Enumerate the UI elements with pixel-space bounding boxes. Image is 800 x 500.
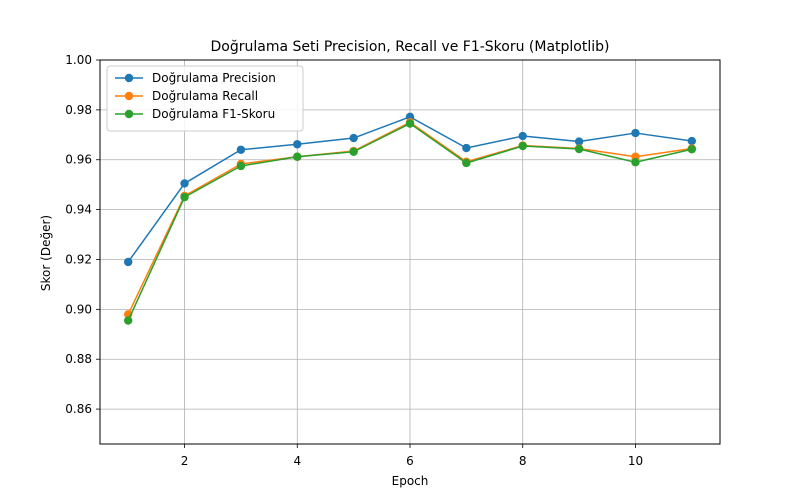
data-point [180,179,189,188]
data-point [631,128,640,138]
y-tick-label: 0.96 [65,153,92,167]
series-3 [123,119,697,325]
y-tick-label: 0.98 [65,103,92,117]
y-axis-label: Skor (Değer) [39,215,53,291]
legend-swatch-marker [124,91,134,101]
legend: Doğrulama Precision Doğrulama Recall Doğru… [106,65,304,132]
data-point [687,145,697,154]
data-point [236,161,246,171]
x-tick-label: 4 [293,454,301,468]
x-axis-label: Epoch [392,474,429,488]
data-point [349,147,358,156]
data-point [349,133,358,143]
legend-swatch-marker [124,109,134,119]
data-point [687,136,697,146]
data-point [518,131,527,141]
x-ticks: 2 4 6 8 10 [181,444,643,468]
data-point [462,158,471,168]
data-point [236,145,246,154]
data-point [293,152,302,161]
data-point [574,144,584,154]
x-tick-label: 6 [406,454,414,468]
y-tick-label: 0.92 [65,252,92,266]
legend-swatch-marker [124,73,134,83]
x-tick-label: 10 [628,454,643,468]
data-point [293,140,302,149]
x-tick-label: 8 [519,454,527,468]
y-tick-label: 0.88 [65,352,92,366]
y-tick-label: 0.90 [65,302,92,316]
chart-title: Doğrulama Seti Precision, Recall ve F1-S… [211,39,610,55]
y-tick-label: 1.00 [65,53,92,67]
data-point [123,257,133,267]
legend-label: Doğrulama F1-Skoru [152,107,275,121]
data-point [462,143,471,153]
x-tick-label: 2 [181,454,189,468]
y-ticks: 0.86 0.88 0.90 0.92 0.94 0.96 0.98 1.00 [65,53,100,416]
data-point [518,141,527,151]
y-tick-label: 0.86 [65,402,92,416]
series-layer [123,112,697,325]
series-1 [123,112,697,267]
legend-label: Doğrulama Recall [152,89,258,103]
data-point [631,158,640,167]
y-tick-label: 0.94 [65,203,92,217]
data-point [123,316,133,325]
data-point [180,192,189,202]
legend-label: Doğrulama Precision [152,71,276,85]
legend-box [106,65,304,132]
data-point [405,119,415,128]
data-point [574,137,584,146]
